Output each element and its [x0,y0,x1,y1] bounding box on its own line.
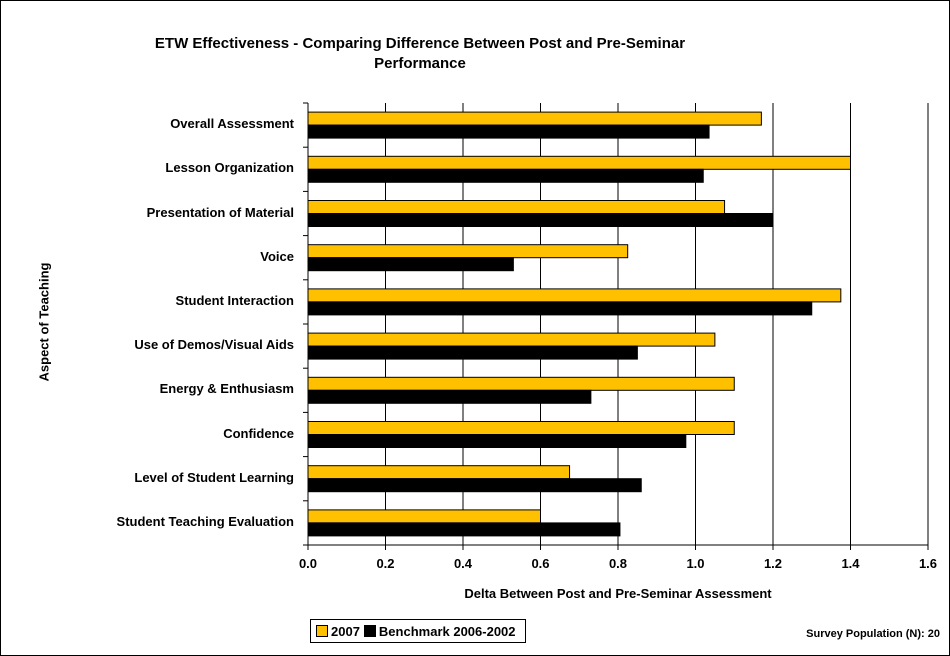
chart-title: ETW Effectiveness - Comparing Difference… [120,34,720,74]
chart-title-line-1: ETW Effectiveness - Comparing Difference… [154,35,686,52]
bar-benchmark-9 [307,522,621,537]
bar-2007-4 [307,288,842,303]
category-label: Use of Demos/Visual Aids [134,337,294,353]
survey-population-note: Survey Population (N): 20 [806,628,940,640]
category-label: Overall Assessment [170,116,294,132]
category-label: Lesson Organization [165,160,294,176]
bar-benchmark-0 [307,124,710,139]
category-label: Student Interaction [175,292,294,308]
x-tick-label: 0.2 [376,556,395,571]
bar-benchmark-5 [307,345,638,360]
category-label: Student Teaching Evaluation [116,513,294,529]
x-tick-label: 0.8 [608,556,628,571]
legend-swatch-2007 [316,625,328,637]
category-label: Presentation of Material [146,204,294,220]
bar-2007-7 [307,421,735,435]
bar-2007-2 [307,200,726,214]
bar-benchmark-7 [307,434,687,448]
legend-swatch-benchmark [363,625,376,637]
legend-label-2007: 2007 [331,623,360,639]
x-tick-label: 0.4 [453,556,473,571]
category-label: Voice [260,248,294,264]
legend-item-benchmark: Benchmark 2006-2002 [363,623,516,639]
bar-2007-9 [307,509,541,524]
y-axis-label: Aspect of Teaching [36,262,52,382]
legend-label-benchmark: Benchmark 2006-2002 [378,623,516,639]
x-tick-label: 1.4 [841,556,860,571]
bar-2007-5 [307,332,716,347]
bar-benchmark-3 [307,257,514,272]
bar-2007-0 [307,111,762,126]
chart-title-line-2: Performance [374,55,466,72]
legend: 2007 Benchmark 2006-2002 [310,619,526,643]
x-axis-label: Delta Between Post and Pre-Seminar Asses… [464,586,772,601]
bar-benchmark-2 [307,213,774,227]
category-label: Energy & Enthusiasm [159,381,294,397]
bar-benchmark-8 [307,478,642,493]
bar-2007-6 [307,376,735,391]
x-tick-label: 0.6 [531,556,550,571]
bar-benchmark-6 [307,389,592,404]
x-tick-label: 1.6 [918,556,938,571]
x-tick-label: 1.0 [686,556,705,571]
bar-benchmark-4 [307,301,813,316]
bar-2007-8 [307,465,571,480]
category-label: Level of Student Learning [134,469,294,485]
bar-benchmark-1 [307,168,704,183]
legend-item-2007: 2007 [316,624,360,639]
category-label: Confidence [223,425,294,441]
bar-2007-3 [307,244,629,259]
bar-2007-1 [307,155,851,170]
x-tick-label: 0.0 [298,556,318,571]
x-tick-label: 1.2 [763,556,783,571]
